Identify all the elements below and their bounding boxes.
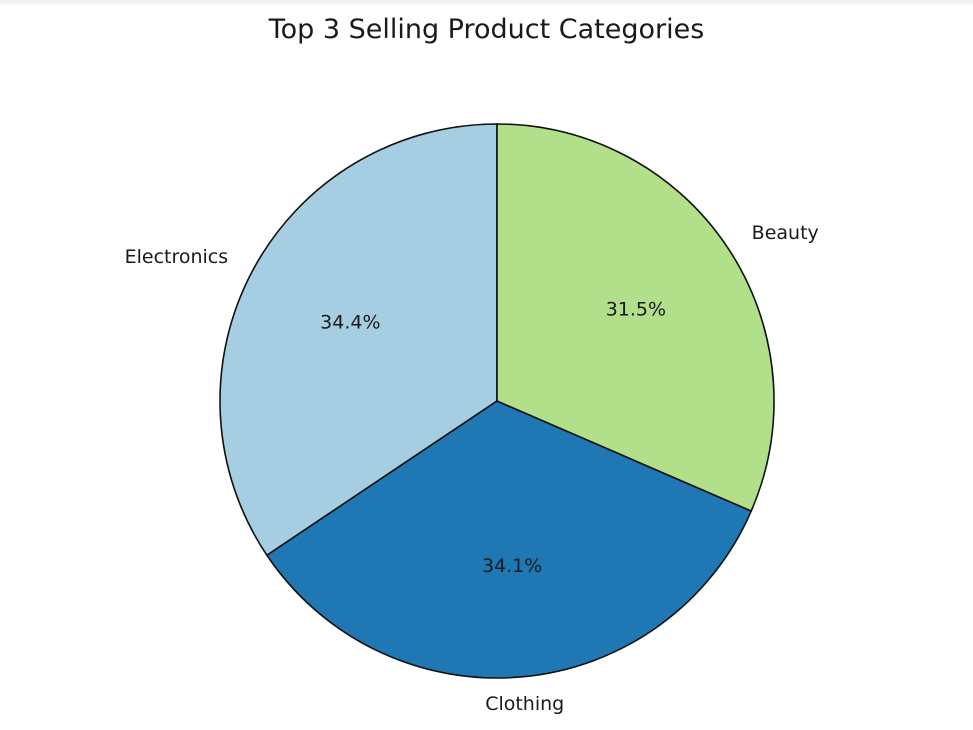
pie-slice-electronics — [219, 123, 498, 557]
percent-label-beauty: 31.5% — [606, 298, 666, 320]
pie-slice-beauty — [496, 123, 775, 513]
top-divider — [0, 0, 973, 6]
pie-labels: Electronics 34.4% Clothing 34.1% Beauty 31.5% — [125, 222, 819, 715]
category-label-beauty: Beauty — [752, 222, 819, 244]
percent-label-clothing: 34.1% — [482, 555, 542, 577]
category-label-electronics: Electronics — [125, 246, 229, 268]
percent-label-electronics: 34.4% — [320, 311, 380, 333]
pie-slice-clothing — [265, 400, 753, 679]
category-label-clothing: Clothing — [485, 693, 564, 715]
chart-title: Top 3 Selling Product Categories — [268, 14, 705, 45]
pie-slices — [219, 123, 775, 679]
